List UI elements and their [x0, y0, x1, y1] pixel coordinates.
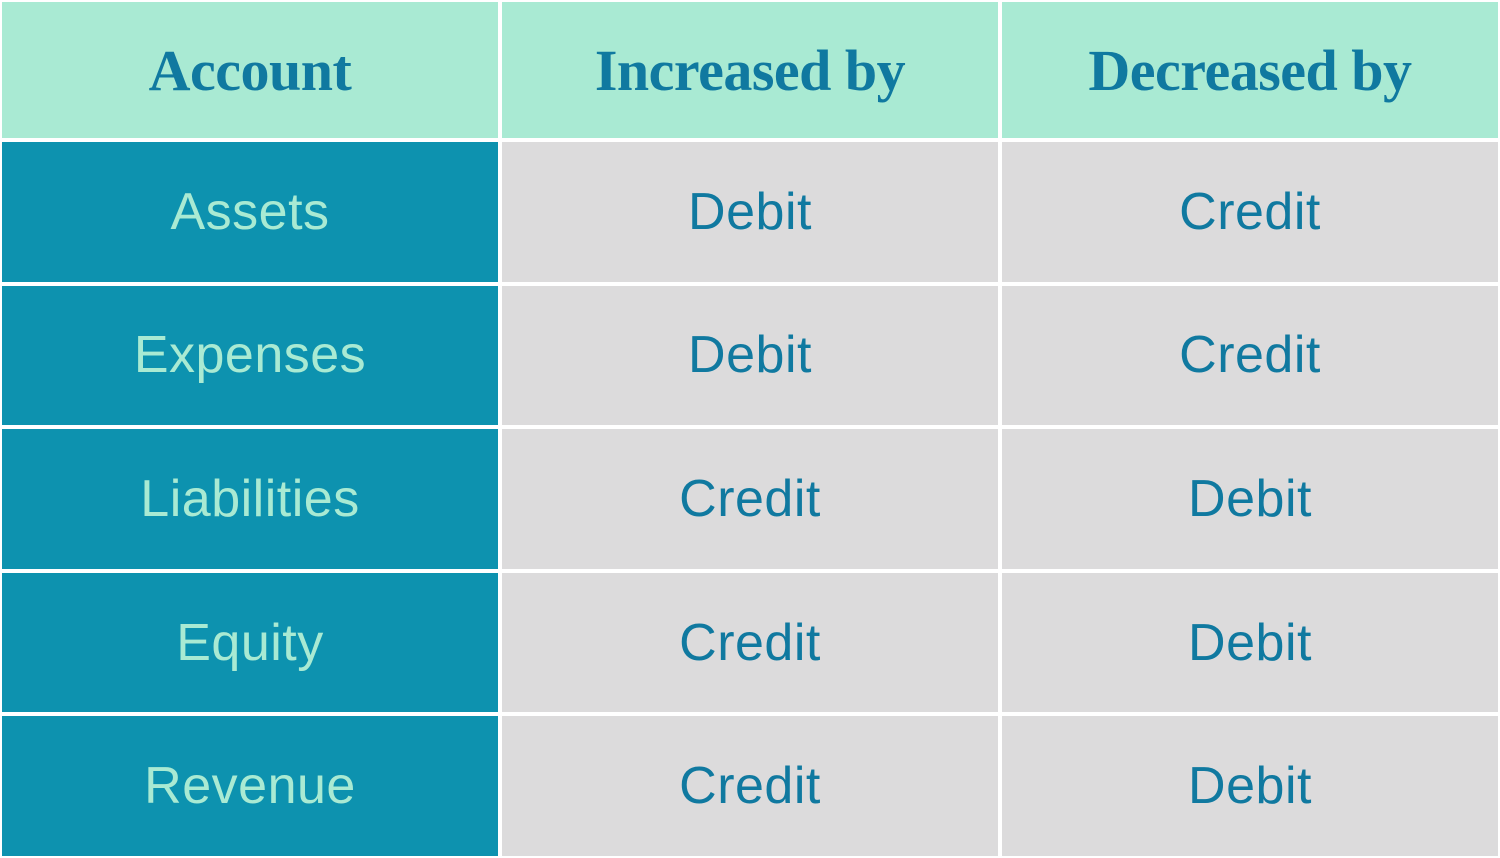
cell-assets-decreased: Credit: [1000, 140, 1500, 284]
row-header-equity: Equity: [0, 571, 500, 715]
row-header-liabilities: Liabilities: [0, 427, 500, 571]
row-header-expenses: Expenses: [0, 284, 500, 428]
cell-assets-increased: Debit: [500, 140, 1000, 284]
cell-equity-decreased: Debit: [1000, 571, 1500, 715]
table-header-row: Account Increased by Decreased by: [0, 0, 1500, 140]
cell-liabilities-increased: Credit: [500, 427, 1000, 571]
cell-equity-increased: Credit: [500, 571, 1000, 715]
table-row: Expenses Debit Credit: [0, 284, 1500, 428]
row-header-assets: Assets: [0, 140, 500, 284]
table-row: Equity Credit Debit: [0, 571, 1500, 715]
col-header-increased-by: Increased by: [500, 0, 1000, 140]
row-header-revenue: Revenue: [0, 714, 500, 858]
cell-liabilities-decreased: Debit: [1000, 427, 1500, 571]
cell-expenses-increased: Debit: [500, 284, 1000, 428]
table-row: Liabilities Credit Debit: [0, 427, 1500, 571]
cell-revenue-increased: Credit: [500, 714, 1000, 858]
cell-revenue-decreased: Debit: [1000, 714, 1500, 858]
table-row: Revenue Credit Debit: [0, 714, 1500, 858]
accounting-table: Account Increased by Decreased by Assets…: [0, 0, 1500, 858]
table-row: Assets Debit Credit: [0, 140, 1500, 284]
col-header-decreased-by: Decreased by: [1000, 0, 1500, 140]
col-header-account: Account: [0, 0, 500, 140]
cell-expenses-decreased: Credit: [1000, 284, 1500, 428]
